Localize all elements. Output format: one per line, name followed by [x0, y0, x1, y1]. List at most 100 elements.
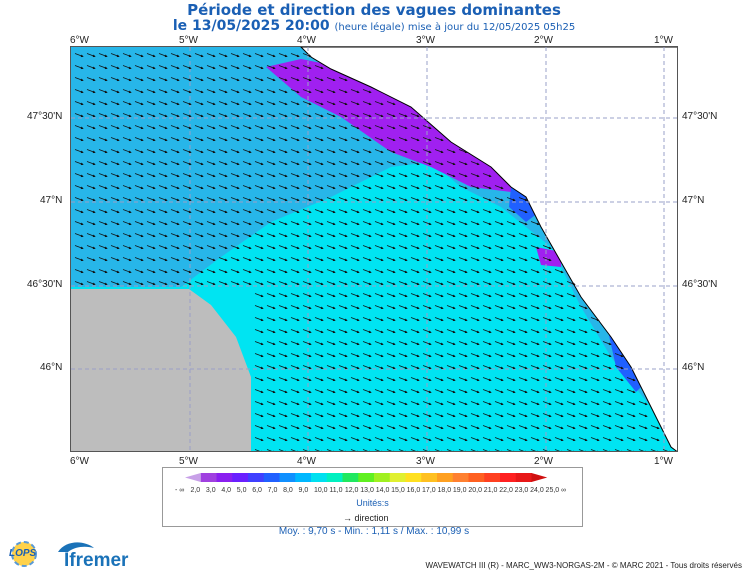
direction-arrow — [386, 149, 396, 154]
direction-arrow — [542, 353, 552, 358]
direction-arrow — [374, 269, 384, 274]
direction-arrow — [278, 401, 288, 406]
direction-arrow — [542, 293, 552, 298]
lon-tick-bottom: 3°W — [416, 456, 435, 467]
direction-arrow — [422, 209, 432, 214]
direction-arrow — [386, 101, 396, 106]
direction-arrow — [86, 269, 96, 274]
direction-arrow — [266, 53, 276, 58]
direction-arrow — [446, 353, 456, 358]
direction-arrow — [362, 281, 372, 286]
direction-arrow — [290, 149, 300, 154]
direction-arrow — [662, 449, 672, 451]
direction-arrow — [266, 293, 276, 298]
direction-arrow — [326, 437, 336, 442]
direction-arrow — [374, 161, 384, 166]
direction-arrow — [242, 137, 252, 142]
direction-arrow — [470, 221, 480, 226]
direction-arrow — [386, 437, 396, 442]
direction-arrow — [530, 365, 540, 370]
direction-arrow — [530, 293, 540, 298]
direction-arrow — [314, 89, 324, 94]
legend-direction: → direction — [343, 513, 389, 523]
direction-arrow — [374, 149, 384, 154]
direction-arrow — [158, 53, 168, 58]
direction-arrow — [350, 209, 360, 214]
direction-arrow — [614, 437, 624, 442]
direction-arrow — [398, 113, 408, 118]
direction-arrow — [134, 209, 144, 214]
direction-arrow — [302, 185, 312, 190]
direction-arrow — [110, 281, 120, 286]
graticule — [71, 47, 677, 451]
direction-arrow — [470, 197, 480, 202]
direction-arrow — [338, 113, 348, 118]
direction-arrow — [410, 245, 420, 250]
direction-arrow — [122, 137, 132, 142]
direction-arrow — [302, 425, 312, 430]
direction-arrow — [410, 329, 420, 334]
direction-arrow — [434, 173, 444, 178]
direction-arrow — [542, 425, 552, 430]
direction-arrow — [362, 389, 372, 394]
direction-arrow — [350, 293, 360, 298]
direction-arrow — [134, 185, 144, 190]
direction-arrow — [554, 269, 564, 274]
direction-arrow — [410, 389, 420, 394]
direction-arrow — [254, 245, 264, 250]
direction-arrow — [338, 245, 348, 250]
direction-arrow — [470, 233, 480, 238]
direction-arrow — [182, 101, 192, 106]
direction-arrow — [254, 173, 264, 178]
direction-arrow — [98, 281, 108, 286]
direction-arrow — [482, 197, 492, 202]
direction-arrow — [374, 305, 384, 310]
direction-arrow — [410, 233, 420, 238]
direction-arrow — [458, 197, 468, 202]
direction-arrow — [338, 77, 348, 82]
direction-arrow — [74, 149, 84, 154]
colorbar-tick-label: 18,0 — [437, 487, 452, 494]
direction-arrow — [266, 89, 276, 94]
direction-arrow — [314, 137, 324, 142]
lat-tick-left: 46°N — [40, 362, 63, 373]
direction-arrow — [326, 113, 336, 118]
wave-period-map[interactable] — [70, 46, 678, 452]
direction-arrow — [254, 449, 264, 451]
direction-arrow — [314, 317, 324, 322]
direction-arrow — [446, 329, 456, 334]
colorbar-tick-label: 6,0 — [252, 487, 262, 494]
direction-arrow — [182, 65, 192, 70]
direction-arrow — [206, 101, 216, 106]
arrow-icon: → — [343, 513, 352, 523]
direction-arrow — [338, 161, 348, 166]
direction-arrow — [446, 425, 456, 430]
direction-arrow — [338, 365, 348, 370]
direction-arrow — [350, 257, 360, 262]
direction-arrow — [314, 221, 324, 226]
direction-arrow — [230, 137, 240, 142]
direction-arrow — [194, 185, 204, 190]
direction-arrow — [254, 185, 264, 190]
direction-arrow — [518, 401, 528, 406]
direction-arrow — [182, 137, 192, 142]
direction-arrow — [398, 401, 408, 406]
direction-arrow — [146, 269, 156, 274]
direction-arrow — [566, 353, 576, 358]
direction-arrow — [194, 125, 204, 130]
direction-arrow — [194, 197, 204, 202]
direction-arrow — [470, 353, 480, 358]
direction-arrow — [338, 353, 348, 358]
direction-arrow — [290, 65, 300, 70]
colorbar-labels: - ∞ 2,0 3,0 4,0 5,0 6,0 7,0 8,0 9,0 10,0 11,0 12,0 1… — [163, 487, 582, 497]
direction-arrow — [338, 233, 348, 238]
direction-arrow — [542, 437, 552, 442]
direction-arrow — [74, 269, 84, 274]
direction-arrow — [326, 77, 336, 82]
direction-arrow — [458, 341, 468, 346]
direction-arrow — [194, 101, 204, 106]
direction-arrow — [278, 341, 288, 346]
direction-arrow — [518, 329, 528, 334]
direction-arrow — [290, 317, 300, 322]
direction-arrow — [398, 173, 408, 178]
